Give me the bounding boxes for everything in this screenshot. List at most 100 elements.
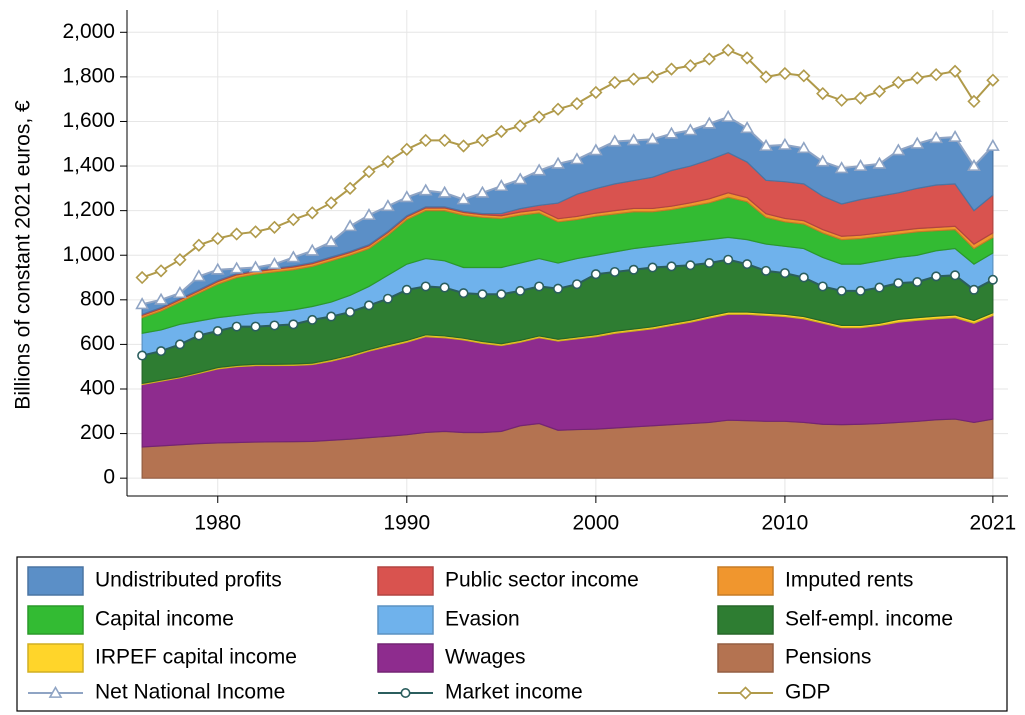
marker: [645, 132, 660, 145]
legend-swatch: [27, 605, 84, 635]
marker: [929, 131, 944, 144]
marker: [986, 73, 1000, 87]
marker: [759, 138, 773, 151]
legend-swatch: [377, 566, 434, 596]
marker: [439, 282, 450, 293]
marker: [286, 212, 301, 227]
marker: [305, 243, 320, 256]
legend-label: Net National Income: [95, 681, 285, 704]
marker: [381, 154, 395, 169]
marker: [362, 207, 376, 221]
marker: [420, 281, 431, 292]
marker: [855, 285, 866, 296]
marker: [494, 124, 508, 139]
marker: [456, 192, 471, 205]
marker: [437, 185, 452, 198]
marker: [740, 51, 754, 65]
marker: [382, 293, 393, 304]
y-tick-label: 800: [80, 287, 115, 310]
legend-label: Self-empl. income: [785, 608, 953, 631]
marker: [154, 292, 168, 305]
legend-marker: [738, 686, 753, 700]
marker: [834, 161, 849, 174]
marker: [231, 321, 242, 332]
marker: [853, 158, 868, 171]
marker: [230, 227, 244, 241]
marker: [496, 289, 507, 300]
marker: [534, 281, 545, 292]
marker: [154, 264, 168, 278]
marker: [742, 259, 753, 270]
marker: [607, 134, 622, 147]
marker: [664, 62, 679, 76]
marker: [664, 126, 679, 139]
legend-box: [16, 556, 1008, 712]
marker: [645, 70, 660, 84]
y-tick-label: 1,000: [62, 243, 115, 266]
marker: [135, 270, 149, 285]
marker: [173, 253, 187, 267]
marker: [343, 181, 357, 195]
marker: [968, 284, 979, 295]
marker: [248, 260, 263, 273]
marker: [666, 261, 677, 272]
marker: [137, 350, 148, 361]
marker: [229, 261, 244, 274]
marker: [853, 91, 868, 105]
marker: [950, 270, 961, 281]
marker: [305, 206, 319, 220]
marker: [987, 274, 998, 285]
marker: [532, 163, 547, 176]
legend-swatch: [717, 605, 774, 635]
legend-marker: [400, 687, 411, 698]
marker: [156, 346, 167, 357]
marker: [399, 190, 414, 203]
marker: [683, 59, 698, 73]
marker: [816, 86, 830, 101]
legend-marker: [48, 685, 63, 698]
line: [141, 115, 994, 306]
x-tick-label: 2010: [762, 512, 809, 535]
marker: [532, 110, 546, 124]
marker: [872, 156, 887, 169]
legend-label: Undistributed profits: [95, 569, 282, 592]
y-tick-label: 2,000: [62, 20, 115, 43]
marker: [628, 264, 639, 275]
marker: [912, 276, 923, 287]
marker: [702, 116, 717, 129]
marker: [590, 269, 601, 280]
marker: [191, 269, 206, 282]
marker: [647, 262, 658, 273]
marker: [627, 72, 641, 86]
line: [141, 258, 994, 357]
y-tick-label: 1,400: [62, 154, 115, 177]
marker: [570, 97, 584, 111]
marker: [815, 154, 830, 167]
legend-swatch: [717, 566, 774, 596]
marker: [513, 119, 527, 133]
legend-label: Wwages: [445, 646, 526, 669]
marker: [362, 164, 376, 179]
marker: [513, 172, 528, 185]
marker: [212, 326, 223, 337]
legend-swatch: [717, 643, 774, 673]
y-tick-label: 200: [80, 421, 115, 444]
marker: [872, 84, 887, 99]
legend-label: Imputed rents: [785, 569, 913, 592]
marker: [723, 254, 734, 265]
marker: [759, 70, 773, 84]
legend-label: Evasion: [445, 608, 520, 631]
y-tick-label: 1,200: [62, 198, 115, 221]
marker: [401, 284, 412, 295]
legend-swatch: [377, 605, 434, 635]
marker: [363, 300, 374, 311]
marker: [135, 297, 150, 310]
marker: [985, 138, 1000, 151]
marker: [173, 286, 187, 299]
marker: [551, 102, 565, 116]
marker: [626, 133, 641, 146]
marker: [326, 311, 337, 322]
marker: [609, 266, 620, 277]
marker: [437, 133, 452, 148]
